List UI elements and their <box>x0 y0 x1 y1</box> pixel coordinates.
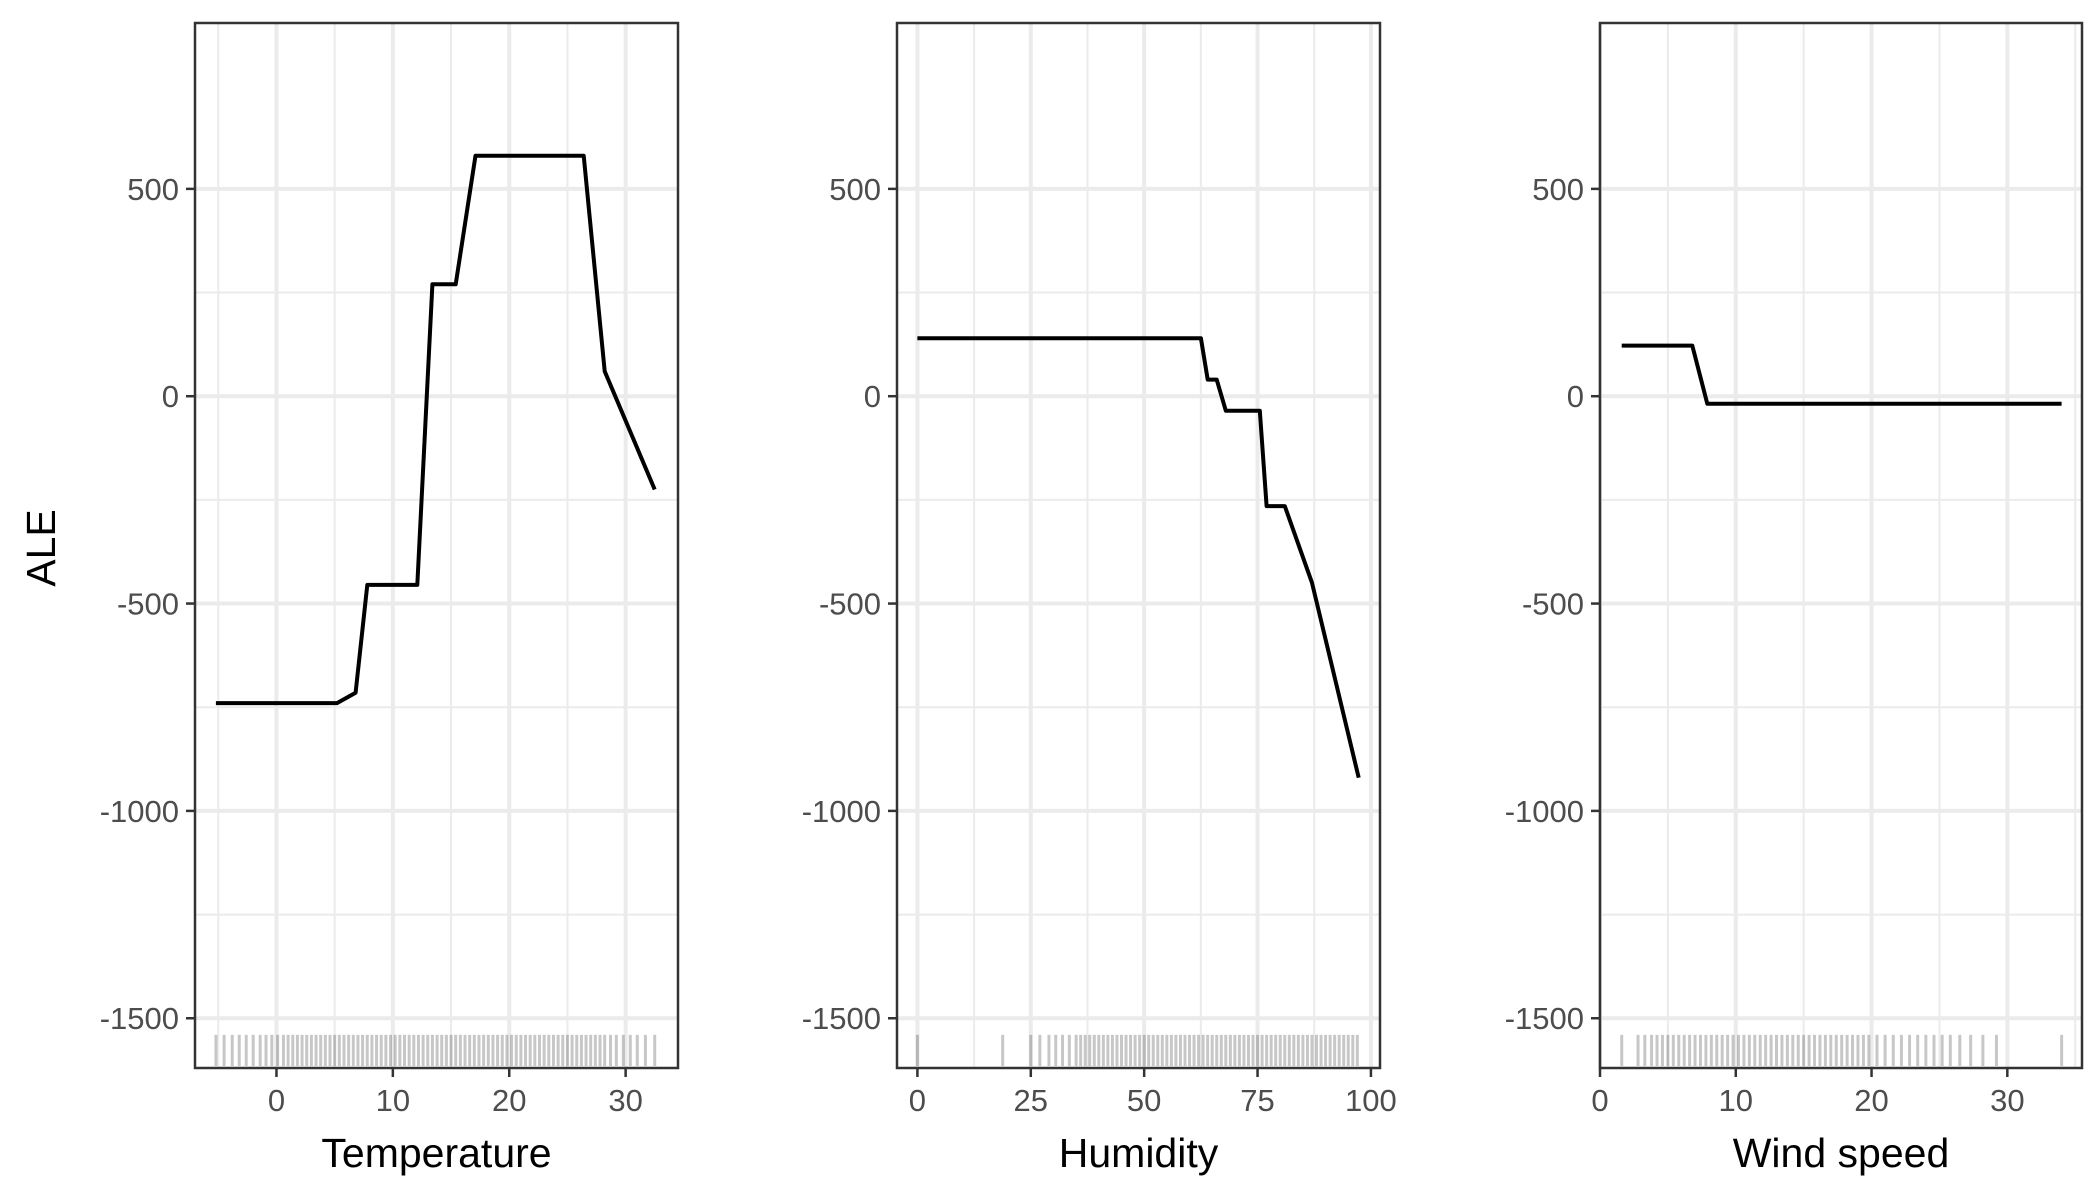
x-tick-label: 75 <box>1240 1083 1274 1118</box>
ale-line <box>917 336 1361 779</box>
x-tick-label: 25 <box>1014 1083 1048 1118</box>
x-axis-title: Wind speed <box>1733 1130 1950 1176</box>
x-axis-title: Temperature <box>321 1130 551 1176</box>
x-tick-label: 10 <box>376 1083 410 1118</box>
y-tick-label: 0 <box>864 379 881 414</box>
y-tick-label: 0 <box>162 379 179 414</box>
y-tick-label: -500 <box>819 587 881 622</box>
x-tick-label: 20 <box>1854 1083 1888 1118</box>
y-tick-label: 500 <box>127 172 179 207</box>
panel-3: -1500 -1000 -500 0 500 0 10 20 30 Wind speed <box>1505 21 2084 1176</box>
x-tick-label: 10 <box>1719 1083 1753 1118</box>
y-tick-label: -1500 <box>100 1001 179 1036</box>
panel-border <box>895 21 1382 1070</box>
panel-1: -1500 -1000 -500 0 500 0 10 20 30 Temperature <box>100 21 680 1176</box>
x-tick-label: 0 <box>268 1083 285 1118</box>
ale-line <box>215 153 657 706</box>
x-tick-label: 100 <box>1345 1083 1397 1118</box>
y-tick-label: 500 <box>829 172 881 207</box>
y-tick-label: -500 <box>1522 587 1584 622</box>
y-tick-label: -1500 <box>1505 1001 1584 1036</box>
ale-line <box>1621 343 2062 406</box>
y-tick-label: -500 <box>117 587 179 622</box>
y-tick-label: -1500 <box>802 1001 881 1036</box>
x-tick-label: 0 <box>909 1083 926 1118</box>
x-tick-label: 0 <box>1591 1083 1608 1118</box>
x-axis-title: Humidity <box>1059 1130 1219 1176</box>
panel-border <box>193 21 680 1070</box>
x-tick-label: 30 <box>608 1083 642 1118</box>
y-tick-label: 0 <box>1567 379 1584 414</box>
x-tick-label: 50 <box>1127 1083 1161 1118</box>
y-tick-label: -1000 <box>1505 794 1584 829</box>
x-tick-label: 30 <box>1990 1083 2024 1118</box>
panel-border <box>1598 21 2084 1070</box>
y-tick-label: -1000 <box>100 794 179 829</box>
panel-2: -1500 -1000 -500 0 500 0 25 50 75 100 Humidity <box>802 21 1397 1176</box>
y-tick-label: 500 <box>1532 172 1584 207</box>
y-tick-label: -1000 <box>802 794 881 829</box>
y-axis-title: ALE <box>18 509 64 587</box>
x-tick-label: 20 <box>492 1083 526 1118</box>
